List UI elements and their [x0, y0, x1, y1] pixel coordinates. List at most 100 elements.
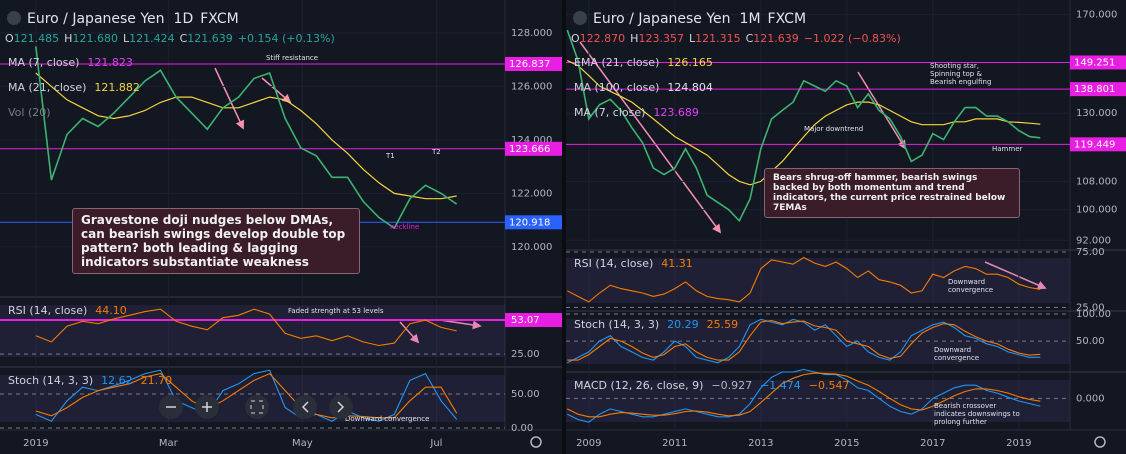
y-tick-label: 122.000: [511, 188, 552, 199]
indicator-tick-label: 50.00: [1076, 336, 1105, 347]
indicator-value: 12.62: [101, 374, 133, 387]
y-tick-label: 108.000: [1076, 176, 1117, 187]
indicator-value: 25.59: [707, 318, 739, 331]
ohlc-value: 121.639: [187, 32, 233, 45]
indicator-line: [567, 318, 1041, 364]
x-tick-label: 2011: [662, 438, 687, 449]
y-tick-label: 126.000: [511, 81, 552, 92]
annotation: T1: [386, 152, 395, 160]
study-name: MA (7, close): [574, 106, 645, 119]
level-tag: [505, 215, 562, 230]
indicator-value: 41.31: [661, 257, 693, 270]
annotation: Downward convergence: [934, 346, 980, 362]
indicator-tick-label: 75.00: [1076, 247, 1105, 258]
indicator-line: [567, 256, 1041, 303]
indicator-line: [567, 368, 1041, 423]
indicator-tick-label: 0.00: [511, 423, 533, 434]
indicator-line: [35, 308, 457, 347]
ohlc-name: L: [689, 32, 696, 45]
indicator-name: RSI (14, close): [8, 304, 87, 317]
indicator-band: [0, 305, 505, 357]
ohlc-row: O121.485 H121.680 L121.424 C121.639 +0.154 (…: [5, 32, 335, 45]
x-tick-label: Jul: [429, 438, 442, 449]
annotation: Hammer: [992, 145, 1023, 153]
ohlc-value: 121.639: [753, 32, 799, 45]
y-tick-label: 120.000: [511, 242, 552, 253]
y-tick-label: 128.000: [511, 28, 552, 39]
indicator-tick-label: 25.00: [1076, 302, 1105, 313]
indicator-level-label: 53.07: [511, 315, 540, 326]
study-legend: MA (21, close) 121.882: [8, 81, 140, 94]
study-value: 124.804: [667, 81, 713, 94]
indicator-value: 44.10: [95, 304, 127, 317]
annotation: Gravestone doji nudges below DMAs, can b…: [72, 208, 360, 274]
ohlc-name: C: [746, 32, 754, 45]
study-legend: MA (7, close) 123.689: [574, 106, 699, 119]
indicator-line: [567, 319, 1041, 361]
chart-source: FXCM: [768, 11, 806, 27]
ohlc-value: 121.485: [14, 32, 60, 45]
symbol-icon: [573, 11, 587, 25]
trend-arrows: [214, 41, 1047, 344]
indicator-name: Stoch (14, 3, 3): [574, 318, 659, 331]
right-panel-bg: [566, 0, 1126, 454]
indicator-line: [35, 372, 458, 419]
reset-button[interactable]: [245, 395, 269, 419]
indicator-tick-label: 50.00: [511, 389, 540, 400]
indicator-name: MACD (12, 26, close, 9): [574, 379, 703, 392]
y-tick-label: 92.000: [1076, 235, 1111, 246]
x-tick-label: 2013: [748, 438, 773, 449]
level-tag: [1070, 137, 1126, 152]
zoom-out-button[interactable]: [159, 395, 183, 419]
indicator-value: 20.29: [667, 318, 699, 331]
chart-header: Euro / Japanese Yen 1D FXCM: [27, 11, 239, 27]
price-line: [566, 29, 1041, 223]
study-legend: MA (100, close) 124.804: [574, 81, 713, 94]
indicator-legend: RSI (14, close) 41.31: [574, 257, 693, 270]
indicator-name: Stoch (14, 3, 3): [8, 374, 93, 387]
annotation: Faded strength at 53 levels: [288, 307, 384, 315]
study-value: 123.689: [653, 106, 699, 119]
indicator-legend: Stoch (14, 3, 3) 12.62 21.70: [8, 374, 172, 387]
y-tick-label: 124.000: [511, 135, 552, 146]
y-tick-label: 170.000: [1076, 10, 1117, 21]
level-label: 149.251: [1074, 57, 1115, 68]
indicator-tick-label: 25.00: [511, 349, 540, 360]
level-label: 120.918: [509, 217, 550, 228]
scroll-right-button[interactable]: [329, 395, 353, 419]
indicator-tick-label: 0.000: [1076, 393, 1105, 404]
level-label: 126.837: [509, 59, 550, 70]
price-line: [35, 46, 458, 230]
annotation: Bearish crossover indicates downswings t…: [934, 402, 1020, 426]
study-value: 121.823: [87, 56, 133, 69]
chart-group: 2009 2011 2013 2015 2017 2019 92.000 100.000 108…: [566, 0, 1126, 449]
scroll-left-button[interactable]: [293, 395, 317, 419]
indicator-level-tag: [505, 313, 562, 328]
change-value: −1.022 (−0.83%): [804, 32, 901, 45]
study-legend: Vol (20): [8, 106, 51, 119]
annotation: Shooting star, Spinning top & Bearish en…: [930, 62, 992, 86]
ohlc-name: H: [64, 32, 72, 45]
annotation: Downward convergence: [345, 415, 430, 423]
indicator-name: RSI (14, close): [574, 257, 653, 270]
ohlc-name: H: [630, 32, 638, 45]
indicator-legend: MACD (12, 26, close, 9) −0.927 −1.474 −0.54…: [574, 379, 850, 392]
y-tick-label: 130.000: [1076, 108, 1117, 119]
x-tick-label: 2015: [834, 438, 859, 449]
settings-icon: [1094, 436, 1106, 448]
annotation: Major downtrend: [804, 125, 864, 133]
zoom-in-button[interactable]: [195, 395, 219, 419]
ohlc-name: L: [123, 32, 130, 45]
ohlc-value: 121.424: [129, 32, 175, 45]
indicator-value: −0.927: [711, 379, 752, 392]
ohlc-value: 123.357: [638, 32, 684, 45]
moving-average-line: [35, 72, 457, 200]
ohlc-value: 121.680: [72, 32, 118, 45]
y-tick-label: 100.000: [1076, 205, 1117, 216]
change-value: +0.154 (+0.13%): [238, 32, 335, 45]
indicator-value: 21.70: [141, 374, 173, 387]
indicator-tick-label: 100.00: [1076, 309, 1111, 320]
ohlc-name: O: [5, 32, 14, 45]
ohlc-row: O122.870 H123.357 L121.315 C121.639 −1.022 (…: [571, 32, 901, 45]
